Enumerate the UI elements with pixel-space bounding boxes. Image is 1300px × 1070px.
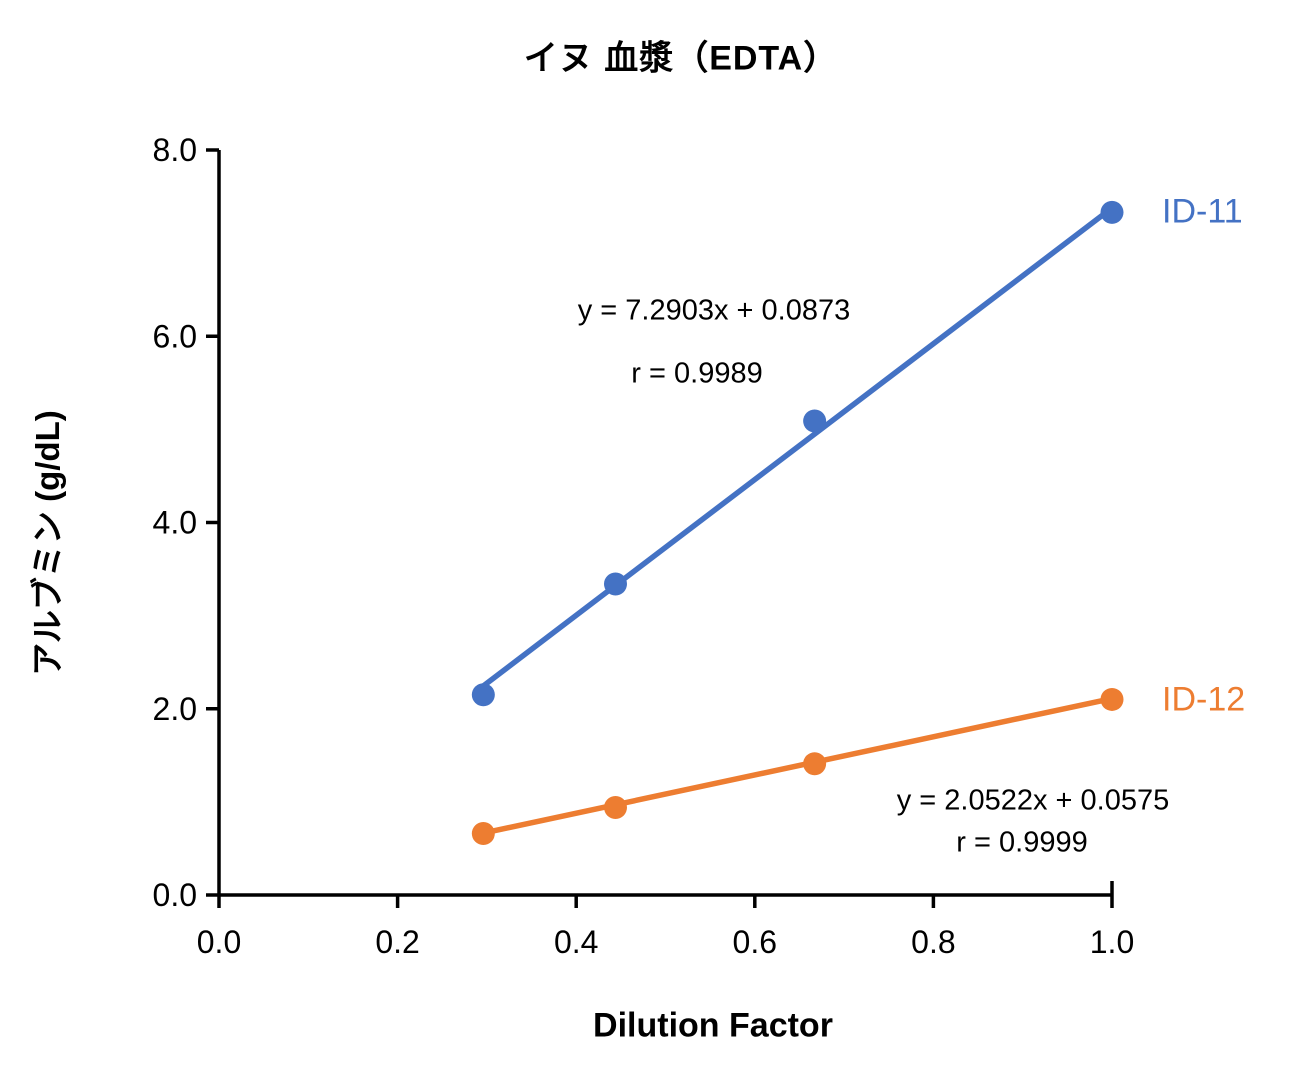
x-tick-label: 1.0 — [1090, 924, 1134, 960]
chart-title: イヌ 血漿（EDTA） — [523, 39, 839, 78]
trendline-id-11 — [480, 205, 1115, 689]
y-tick-label: 2.0 — [153, 691, 197, 727]
data-point-id-12 — [1100, 687, 1124, 711]
trendline-id-12 — [480, 695, 1115, 836]
data-point-id-12 — [603, 795, 627, 819]
y-tick-label: 4.0 — [153, 505, 197, 541]
data-point-id-11 — [471, 683, 495, 707]
series-label-id11: ID-11 — [1162, 192, 1243, 231]
correlation-coefficient-id12: r = 0.9999 — [956, 826, 1088, 859]
trendline-equation-id12: y = 2.0522x + 0.0575 — [896, 784, 1170, 817]
y-tick-label: 6.0 — [153, 318, 197, 354]
y-tick-label: 8.0 — [153, 132, 197, 168]
x-tick-label: 0.4 — [554, 924, 598, 960]
x-tick-label: 0.2 — [375, 924, 419, 960]
correlation-coefficient-id11: r = 0.9989 — [631, 357, 763, 390]
data-point-id-12 — [471, 822, 495, 846]
data-point-id-11 — [803, 409, 827, 433]
data-point-id-11 — [603, 572, 627, 596]
x-tick-label: 0.8 — [911, 924, 955, 960]
data-point-id-12 — [803, 752, 827, 776]
x-axis-title: Dilution Factor — [593, 1006, 833, 1045]
x-tick-label: 0.0 — [197, 924, 241, 960]
data-point-id-11 — [1100, 200, 1124, 224]
trendline-equation-id11: y = 7.2903x + 0.0873 — [577, 294, 851, 327]
y-tick-label: 0.0 — [153, 877, 197, 913]
x-tick-label: 0.6 — [733, 924, 777, 960]
series-label-id12: ID-12 — [1162, 680, 1246, 719]
